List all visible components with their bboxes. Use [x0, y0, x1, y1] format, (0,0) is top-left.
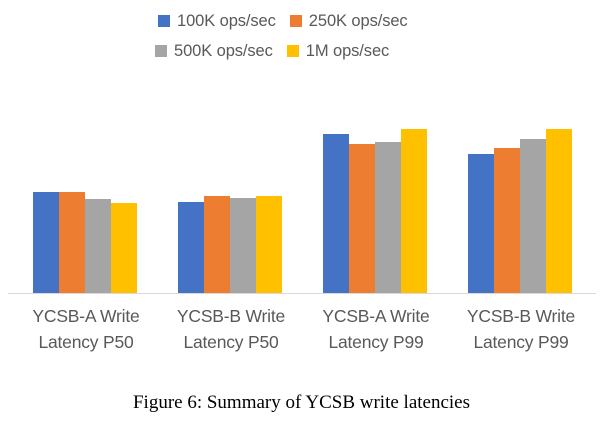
figure-caption: Figure 6: Summary of YCSB write latencie… [132, 392, 471, 413]
legend-swatch-500k [155, 45, 167, 57]
legend-label-1m: 1M ops/sec [305, 41, 390, 60]
bar-group-ycsb-b-p99 [468, 85, 572, 293]
legend-row-1: 100K ops/sec 250K ops/sec [155, 6, 485, 36]
x-label-ycsb-b-p50: YCSB-B Write Latency P50 [156, 303, 306, 355]
bar-ycsb-a-write-latency-p50-100k-ops-sec [33, 192, 59, 293]
chart-legend: 100K ops/sec 250K ops/sec 500K ops/sec 1… [155, 6, 485, 76]
bar-ycsb-a-write-latency-p99-250k-ops-sec [349, 143, 375, 293]
bar-ycsb-a-write-latency-p50-250k-ops-sec [59, 192, 85, 293]
legend-label-250k: 250K ops/sec [308, 11, 408, 30]
x-axis-line [8, 293, 596, 294]
bar-group-ycsb-a-p99 [323, 85, 427, 293]
bar-ycsb-b-write-latency-p99-500k-ops-sec [520, 138, 546, 293]
legend-label-100k: 100K ops/sec [177, 11, 276, 30]
x-label-ycsb-a-p50-line2: Latency P50 [38, 332, 134, 352]
legend-entry-1m[interactable]: 1M ops/sec [286, 41, 390, 61]
bar-ycsb-b-write-latency-p99-100k-ops-sec [468, 153, 494, 293]
bar-ycsb-a-write-latency-p50-1m-ops-sec [111, 203, 137, 293]
legend-label-500k: 500K ops/sec [174, 41, 273, 60]
x-label-ycsb-a-p99-line1: YCSB-A Write [322, 306, 430, 326]
bar-group-ycsb-a-p50 [33, 85, 137, 293]
legend-entry-250k[interactable]: 250K ops/sec [289, 11, 408, 31]
bar-chart: 100K ops/sec 250K ops/sec 500K ops/sec 1… [0, 6, 603, 375]
bar-group-ycsb-b-p50 [178, 85, 282, 293]
bar-ycsb-b-write-latency-p99-1m-ops-sec [546, 128, 572, 293]
x-label-ycsb-a-p50: YCSB-A Write Latency P50 [11, 303, 161, 355]
x-label-ycsb-b-p99: YCSB-B Write Latency P99 [446, 303, 596, 355]
legend-entry-500k[interactable]: 500K ops/sec [155, 42, 273, 61]
legend-swatch-100k [158, 15, 170, 27]
x-axis-labels: YCSB-A Write Latency P50 YCSB-B Write La… [0, 303, 603, 375]
x-label-ycsb-b-p50-line2: Latency P50 [183, 332, 279, 352]
x-label-ycsb-b-p99-line1: YCSB-B Write [466, 306, 576, 326]
plot-area [0, 85, 603, 294]
x-label-ycsb-b-p50-line1: YCSB-B Write [176, 306, 286, 326]
legend-swatch-250k [289, 15, 302, 27]
x-label-ycsb-a-p99-line2: Latency P99 [328, 332, 424, 352]
bar-ycsb-a-write-latency-p99-500k-ops-sec [375, 141, 401, 293]
bar-ycsb-b-write-latency-p99-250k-ops-sec [494, 147, 520, 293]
legend-row-2: 500K ops/sec 1M ops/sec [155, 36, 485, 66]
bar-ycsb-a-write-latency-p99-1m-ops-sec [401, 128, 427, 293]
legend-swatch-1m [286, 45, 299, 57]
x-label-ycsb-a-p50-line1: YCSB-A Write [32, 306, 140, 326]
legend-entry-100k[interactable]: 100K ops/sec [158, 12, 276, 31]
x-label-ycsb-b-p99-line2: Latency P99 [473, 332, 569, 352]
bar-ycsb-a-write-latency-p50-500k-ops-sec [85, 199, 111, 293]
bar-ycsb-b-write-latency-p50-250k-ops-sec [204, 196, 230, 293]
bar-ycsb-b-write-latency-p50-500k-ops-sec [230, 198, 256, 293]
x-label-ycsb-a-p99: YCSB-A Write Latency P99 [301, 303, 451, 355]
bar-ycsb-b-write-latency-p50-100k-ops-sec [178, 202, 204, 293]
bar-ycsb-a-write-latency-p99-100k-ops-sec [323, 133, 349, 293]
bar-ycsb-b-write-latency-p50-1m-ops-sec [256, 196, 282, 293]
